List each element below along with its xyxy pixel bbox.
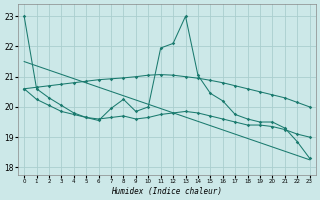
X-axis label: Humidex (Indice chaleur): Humidex (Indice chaleur) xyxy=(111,187,222,196)
